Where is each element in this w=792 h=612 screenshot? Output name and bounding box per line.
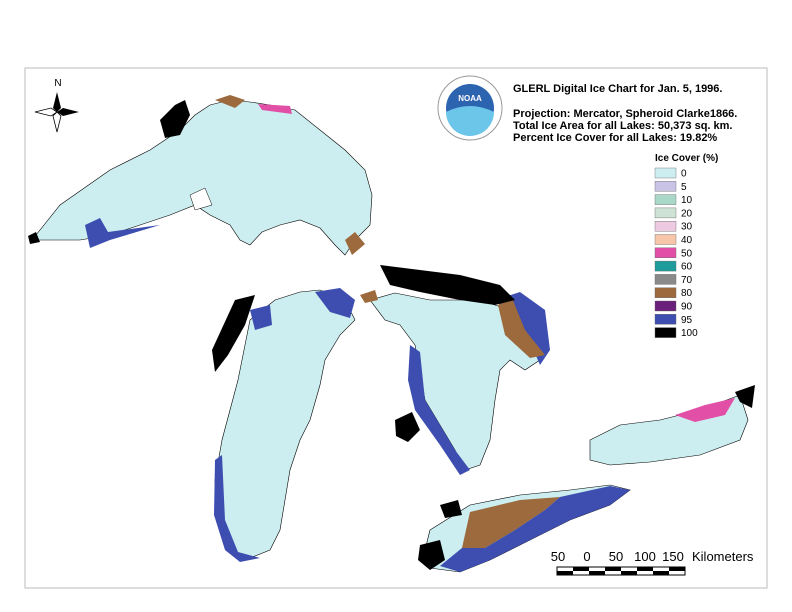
legend-label: 95	[681, 315, 693, 326]
ice-patch	[160, 100, 190, 138]
legend-swatch	[654, 220, 677, 232]
legend-label: 70	[681, 275, 693, 286]
legend: 0 5 10 20 30 40 50 60 70 80 90 95 100	[654, 167, 698, 339]
compass-label: N	[54, 78, 61, 89]
legend-label: 60	[681, 262, 693, 273]
legend-swatch	[654, 207, 677, 219]
legend-label: 10	[681, 195, 693, 206]
scale-segment	[573, 567, 589, 571]
ice-patch	[360, 290, 378, 303]
ice-patch	[440, 500, 462, 518]
legend-label: 50	[681, 248, 693, 259]
legend-swatch	[654, 327, 677, 338]
ice-patch	[675, 398, 735, 422]
legend-swatch	[654, 274, 677, 285]
map-title: GLERL Digital Ice Chart for Jan. 5, 1996…	[513, 83, 722, 95]
legend-swatch	[654, 300, 677, 312]
ice-patch	[462, 497, 560, 548]
scale-segment	[621, 571, 637, 575]
scale-label: 50	[551, 549, 565, 564]
ice-patch	[250, 305, 272, 330]
ice-patch	[735, 385, 755, 408]
scale-label: 150	[662, 549, 684, 564]
ice-patch	[212, 295, 255, 372]
legend-title: Ice Cover (%)	[655, 153, 718, 164]
scale-bar: 50 0 50 100 150 Kilometers	[551, 549, 754, 576]
scale-segment	[637, 567, 653, 571]
scale-segment	[653, 571, 669, 575]
ice-patch	[258, 104, 292, 114]
header-lines: Projection: Mercator, Spheroid Clarke186…	[513, 108, 737, 144]
ice-patch	[418, 540, 445, 570]
legend-swatch	[654, 314, 677, 325]
island	[189, 187, 213, 211]
legend-swatch	[654, 247, 677, 259]
logo-text: NOAA	[458, 94, 482, 103]
scale-unit: Kilometers	[692, 549, 754, 564]
ice-patch	[408, 345, 470, 475]
scale-label: 50	[609, 549, 623, 564]
legend-swatch	[654, 287, 677, 298]
legend-label: 80	[681, 288, 693, 299]
scale-segment	[589, 571, 605, 575]
scale-segment	[669, 567, 685, 571]
ice-patch	[380, 265, 515, 305]
noaa-logo: NOAA	[437, 75, 503, 141]
header-line: Total Ice Area for all Lakes: 50,373 sq.…	[513, 120, 733, 132]
ice-patch	[215, 95, 245, 108]
ice-patch	[440, 486, 630, 572]
ice-patch	[28, 232, 40, 244]
ice-patch	[498, 298, 545, 358]
ice-patch	[214, 455, 260, 562]
compass: N	[34, 78, 79, 133]
legend-label: 5	[681, 182, 687, 193]
legend-swatch	[654, 234, 677, 245]
scale-label: 100	[634, 549, 656, 564]
legend-label: 90	[681, 302, 693, 313]
legend-swatch	[654, 194, 677, 205]
header-line: Percent Ice Cover for all Lakes: 19.82%	[513, 132, 717, 144]
legend-label: 100	[681, 328, 698, 339]
legend-label: 40	[681, 235, 693, 246]
scale-segment	[605, 567, 621, 571]
scale-label: 0	[583, 549, 590, 564]
ice-patch	[315, 288, 355, 318]
ice-patch	[85, 218, 160, 248]
ice-patch	[395, 412, 420, 442]
legend-label: 0	[681, 169, 687, 180]
legend-swatch	[654, 167, 677, 179]
header-line: Projection: Mercator, Spheroid Clarke186…	[513, 108, 737, 120]
legend-label: 20	[681, 208, 693, 219]
legend-swatch	[654, 260, 677, 272]
legend-label: 30	[681, 222, 693, 233]
legend-swatch	[654, 181, 677, 192]
scale-segment	[557, 571, 573, 575]
ice-patch	[345, 232, 365, 255]
